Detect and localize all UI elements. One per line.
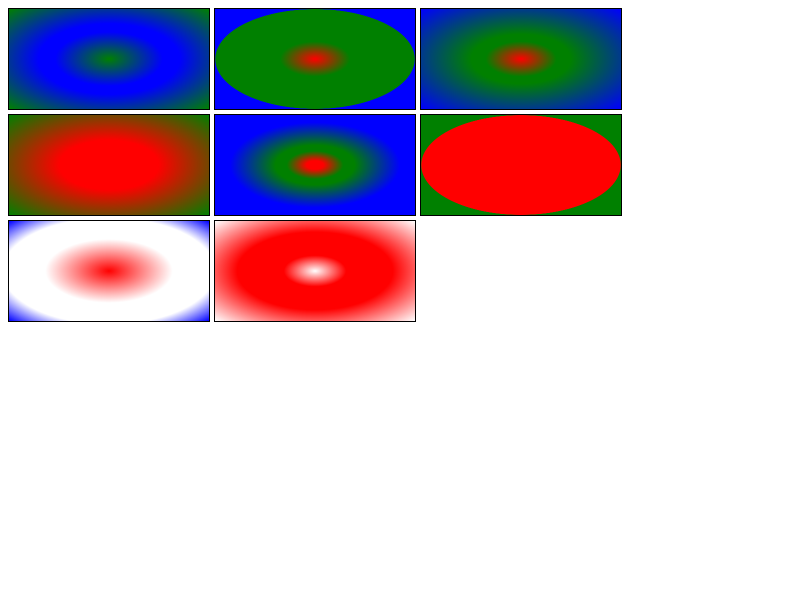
tile-5-red-green-blue-tight	[214, 114, 416, 216]
tile-3-red-green-blue	[420, 8, 622, 110]
tile-1-green-blue-ellipse	[8, 8, 210, 110]
gradient-tile-grid	[8, 8, 622, 322]
tile-8-white-red	[214, 220, 416, 322]
tile-4-red-core-green-edge	[8, 114, 210, 216]
tile-6-red-ellipse-green-bg	[420, 114, 622, 216]
tile-7-red-white-blue	[8, 220, 210, 322]
tile-2-red-green-hard-edge	[214, 8, 416, 110]
